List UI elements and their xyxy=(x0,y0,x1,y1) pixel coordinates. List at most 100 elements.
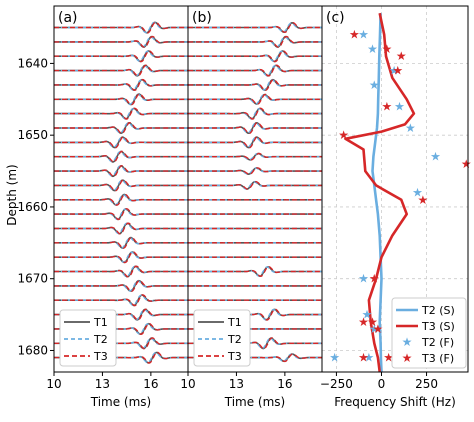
trace-t3 xyxy=(188,21,322,34)
x-tick-label: 13 xyxy=(95,377,110,391)
trace-t3 xyxy=(54,337,188,350)
legend-box xyxy=(391,297,467,369)
trace-t3 xyxy=(188,308,322,321)
legend-label: T3 (F) xyxy=(421,352,454,365)
trace-t3 xyxy=(54,121,188,135)
trace-t3 xyxy=(54,78,188,91)
trace-t3 xyxy=(188,35,322,48)
star-point: ★ xyxy=(412,186,423,200)
legend-label: T2 xyxy=(93,333,108,346)
legend-label: T3 xyxy=(93,350,108,363)
trace-t3 xyxy=(54,265,188,278)
star-point: ★ xyxy=(405,121,416,135)
star-point: ★ xyxy=(349,28,360,42)
trace-t3 xyxy=(54,208,188,221)
star-point: ★ xyxy=(383,351,394,365)
trace-t3 xyxy=(54,308,188,321)
trace-t3 xyxy=(54,294,188,307)
trace-t3 xyxy=(54,351,188,364)
x-axis-label: Time (ms) xyxy=(90,395,152,409)
trace-t3 xyxy=(54,322,188,336)
legend-label: T1 xyxy=(93,316,108,329)
trace-t3 xyxy=(54,179,188,192)
trace-t3 xyxy=(188,93,322,105)
star-point: ★ xyxy=(358,28,369,42)
legend-label: T2 (S) xyxy=(421,304,455,317)
star-point: ★ xyxy=(358,351,369,365)
star-point: ★ xyxy=(392,64,403,78)
star-point: ★ xyxy=(382,99,393,113)
trace-t3 xyxy=(188,337,322,350)
star-point: ★ xyxy=(394,99,405,113)
trace-t3 xyxy=(188,167,322,176)
trace-t3 xyxy=(54,150,188,163)
star-point: ★ xyxy=(338,128,349,142)
trace-t3 xyxy=(54,50,188,63)
panel-b: 10 13 16 Time (ms) T1 T2 T3 (b) xyxy=(180,5,323,409)
trace-t3 xyxy=(188,78,322,91)
trace-t3 xyxy=(188,121,322,135)
star-point: ★ xyxy=(369,322,380,336)
star-point: ★ xyxy=(418,193,429,207)
trace-t3 xyxy=(54,64,188,77)
trace-t3 xyxy=(54,193,188,206)
axes-frame xyxy=(321,5,469,373)
x-tick-label: 0 xyxy=(378,377,386,391)
trace-t3 xyxy=(54,136,188,149)
star-point: ★ xyxy=(369,272,380,286)
trace-t3 xyxy=(54,35,188,48)
trace-t3 xyxy=(54,107,188,120)
trace-t3 xyxy=(54,93,188,106)
y-axis-label: Depth (m) xyxy=(5,164,19,225)
legend-label: T1 xyxy=(227,316,242,329)
panel-label: (a) xyxy=(58,10,78,26)
trace-t3 xyxy=(54,164,188,178)
star-point: ★ xyxy=(461,157,472,171)
y-tick-label: 1650 xyxy=(17,128,48,142)
trace-t3 xyxy=(54,222,188,235)
star-point: ★ xyxy=(372,322,383,336)
x-tick-label: 10 xyxy=(46,377,61,391)
trace-t3 xyxy=(54,236,188,249)
trace-t3 xyxy=(188,50,322,63)
trace-t3 xyxy=(54,279,188,292)
panel-label: (c) xyxy=(326,10,345,26)
y-tick-label: 1680 xyxy=(17,343,48,357)
star-point: ★ xyxy=(389,64,400,78)
x-tick-label: 16 xyxy=(143,377,158,391)
trace-t3 xyxy=(188,136,322,149)
legend-label: T2 (F) xyxy=(421,336,454,349)
star-point: ★ xyxy=(367,42,378,56)
star-point: ★ xyxy=(367,315,378,329)
trace-t3 xyxy=(188,266,322,278)
legend-box xyxy=(59,309,117,367)
y-tick-label: 1660 xyxy=(17,200,48,214)
x-axis-label: Frequency Shift (Hz) xyxy=(334,395,456,409)
x-tick-label: −250 xyxy=(320,377,353,391)
star-point: ★ xyxy=(329,351,340,365)
legend-box xyxy=(193,309,251,367)
y-tick-label: 1640 xyxy=(17,56,48,70)
x-tick-label: 250 xyxy=(415,377,438,391)
star-point: ★ xyxy=(362,308,373,322)
series-line-0 xyxy=(371,13,383,373)
star-point: ★ xyxy=(396,49,407,63)
panel-a: 10 13 16 Time (ms) 1640 1650 1660 1670 1680 T1 T2 T… xyxy=(17,5,189,409)
star-point: ★ xyxy=(358,315,369,329)
trace-t3 xyxy=(54,21,188,34)
x-axis-label: Time (ms) xyxy=(224,395,286,409)
star-point: ★ xyxy=(369,78,380,92)
trace-t3 xyxy=(188,152,322,161)
legend-label: T3 xyxy=(227,350,242,363)
star-point: ★ xyxy=(358,272,369,286)
x-tick-label: 13 xyxy=(229,377,244,391)
star-point: ★ xyxy=(430,150,441,164)
trace-t3 xyxy=(188,64,322,77)
x-tick-label: 10 xyxy=(180,377,195,391)
star-point: ★ xyxy=(363,351,374,365)
legend-label: T2 xyxy=(227,333,242,346)
x-tick-label: 16 xyxy=(277,377,292,391)
series-line-1 xyxy=(344,12,416,373)
trace-t2 xyxy=(188,181,322,190)
